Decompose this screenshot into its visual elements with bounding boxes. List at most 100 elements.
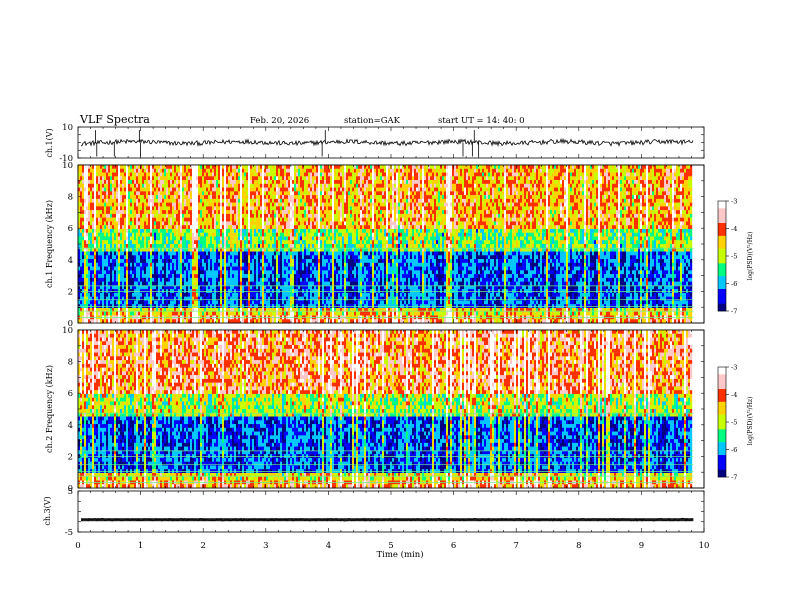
spectrogram-cell [152, 191, 154, 195]
spectrogram-cell [234, 176, 236, 180]
spectrogram-cell [128, 252, 130, 256]
spectrogram-cell [244, 173, 246, 177]
spectrogram-cell [198, 297, 200, 301]
spectrogram-cell [168, 229, 170, 233]
spectrogram-cell [262, 210, 264, 214]
spectrogram-cell [206, 240, 208, 244]
spectrogram-cell [256, 293, 258, 297]
spectrogram-cell [92, 233, 94, 237]
spectrogram-cell [170, 312, 172, 316]
spectrogram-cell [258, 267, 260, 271]
spectrogram-cell [186, 270, 188, 274]
spectrogram-cell [212, 259, 214, 263]
spectrogram-cell [160, 191, 162, 195]
spectrogram-cell [130, 244, 132, 248]
spectrogram-cell [138, 225, 140, 229]
spectrogram-cell [308, 180, 310, 184]
spectrogram-cell [266, 244, 268, 248]
spectrogram-cell [266, 206, 268, 210]
spectrogram-cell [248, 300, 250, 304]
spectrogram-cell [246, 184, 248, 188]
spectrogram-cell [106, 233, 108, 237]
spectrogram-cell [310, 263, 312, 267]
spectrogram-cell [180, 293, 182, 297]
spectrogram-cell [132, 267, 134, 271]
spectrogram-cell [236, 270, 238, 274]
spectrogram-cell [240, 180, 242, 184]
spectrogram-cell [242, 229, 244, 233]
spectrogram-cell [200, 199, 202, 203]
spectrogram-cell [292, 184, 294, 188]
spectrogram-cell [290, 248, 292, 252]
spectrogram-cell [206, 270, 208, 274]
spectrogram-cell [238, 180, 240, 184]
spectrogram-cell [280, 248, 282, 252]
spectrogram-cell [244, 218, 246, 222]
spectrogram-cell [238, 225, 240, 229]
spectrogram-cell [146, 210, 148, 214]
spectrogram-cell [260, 229, 262, 233]
spectrogram-cell [80, 278, 82, 282]
spectrogram-cell [108, 206, 110, 210]
spectrogram-cell [142, 282, 144, 286]
spectrogram-cell [190, 176, 192, 180]
spectrogram-cell [194, 282, 196, 286]
spectrogram-cell [270, 199, 272, 203]
spectrogram-cell [84, 180, 86, 184]
spectrogram-cell [86, 229, 88, 233]
spectrogram-cell [228, 225, 230, 229]
spectrogram-cell [148, 278, 150, 282]
spectrogram-cell [212, 300, 214, 304]
spectrogram-cell [298, 225, 300, 229]
spectrogram-cell [228, 188, 230, 192]
spectrogram-cell [158, 293, 160, 297]
spectrogram-cell [102, 233, 104, 237]
spectrogram-cell [128, 180, 130, 184]
spectrogram-cell [276, 274, 278, 278]
spectrogram-cell [144, 274, 146, 278]
spectrogram-cell [238, 244, 240, 248]
spectrogram-cell [310, 267, 312, 271]
spectrogram-cell [294, 210, 296, 214]
spectrogram-cell [280, 180, 282, 184]
spectrogram-cell [106, 263, 108, 267]
spectrogram-cell [270, 203, 272, 207]
spectrogram-cell [148, 210, 150, 214]
spectrogram-cell [98, 176, 100, 180]
spectrogram-cell [170, 218, 172, 222]
spectrogram-cell [246, 221, 248, 225]
spectrogram-cell [170, 244, 172, 248]
spectrogram-cell [90, 300, 92, 304]
spectrogram-cell [312, 233, 314, 237]
spectrogram-cell [238, 229, 240, 233]
spectrogram-cell [298, 165, 300, 169]
spectrogram-cell [190, 214, 192, 218]
spectrogram-cell [172, 300, 174, 304]
spectrogram-cell [110, 300, 112, 304]
spectrogram-cell [96, 214, 98, 218]
spectrogram-cell [92, 297, 94, 301]
spectrogram-cell [202, 312, 204, 316]
spectrogram-cell [288, 173, 290, 177]
spectrogram-cell [312, 278, 314, 282]
spectrogram-cell [140, 184, 142, 188]
spectrogram-cell [294, 274, 296, 278]
spectrogram-cell [128, 229, 130, 233]
spectrogram-cell [244, 255, 246, 259]
spectrogram-cell [156, 191, 158, 195]
spectrogram-cell [194, 236, 196, 240]
spectrogram-cell [166, 267, 168, 271]
spectrogram-cell [306, 297, 308, 301]
spectrogram-cell [210, 225, 212, 229]
spectrogram-cell [112, 169, 114, 173]
spectrogram-cell [278, 259, 280, 263]
spectrogram-cell [172, 259, 174, 263]
spectrogram-cell [280, 244, 282, 248]
spectrogram-cell [250, 199, 252, 203]
spectrogram-cell [108, 229, 110, 233]
spectrogram-cell [256, 195, 258, 199]
spectrogram-cell [284, 293, 286, 297]
spectrogram-cell [270, 240, 272, 244]
spectrogram-cell [192, 225, 194, 229]
spectrogram-cell [296, 169, 298, 173]
